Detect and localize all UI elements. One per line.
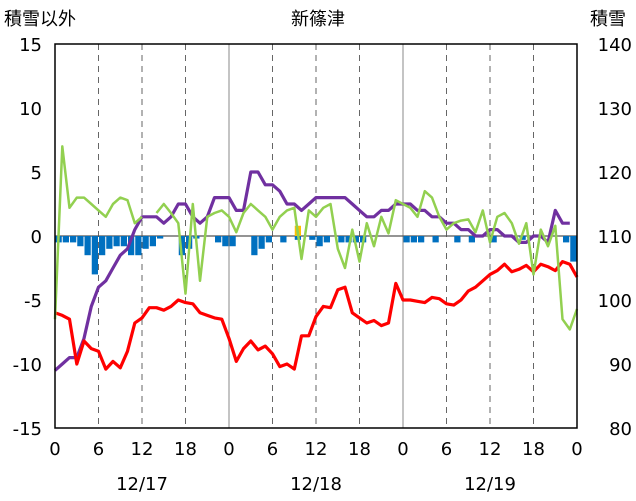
chart-title: 新篠津 bbox=[291, 9, 345, 30]
precip-bar bbox=[403, 236, 410, 243]
y-right-tick-label: 140 bbox=[598, 35, 632, 56]
x-tick-label: 6 bbox=[267, 439, 278, 460]
precip-bar bbox=[570, 236, 577, 262]
y-left-tick-label: 5 bbox=[31, 163, 42, 184]
precip-bar bbox=[309, 236, 316, 240]
date-label: 12/19 bbox=[464, 474, 516, 495]
x-tick-label: 18 bbox=[348, 439, 371, 460]
precip-bar bbox=[62, 236, 69, 243]
precip-bar bbox=[352, 236, 359, 243]
y-right-tick-label: 90 bbox=[609, 355, 632, 376]
precip-bar bbox=[316, 236, 323, 247]
precip-bar bbox=[106, 236, 113, 249]
precip-bar bbox=[418, 236, 425, 243]
precip-bar bbox=[113, 236, 120, 247]
precip-bar bbox=[120, 236, 127, 247]
x-tick-label: 0 bbox=[223, 439, 234, 460]
precip-bar bbox=[258, 236, 265, 249]
x-tick-label: 6 bbox=[441, 439, 452, 460]
precip-bar bbox=[157, 236, 164, 239]
x-tick-label: 12 bbox=[131, 439, 154, 460]
precip-bar bbox=[468, 236, 475, 243]
x-tick-label: 18 bbox=[174, 439, 197, 460]
temperature-line bbox=[54, 260, 579, 371]
precip-bar bbox=[84, 236, 91, 256]
series-lines bbox=[53, 145, 579, 372]
precip-bar bbox=[149, 236, 156, 247]
x-tick-label: 0 bbox=[397, 439, 408, 460]
wind-line bbox=[53, 145, 579, 331]
precip-bar bbox=[432, 236, 439, 243]
grid-lines bbox=[55, 44, 577, 428]
precip-bar bbox=[215, 236, 222, 243]
y-left-tick-label: 15 bbox=[19, 35, 42, 56]
x-tick-label: 18 bbox=[522, 439, 545, 460]
precip-bar bbox=[490, 236, 497, 243]
precip-bar bbox=[222, 236, 229, 247]
precip-bar bbox=[229, 236, 236, 247]
precip-bar bbox=[410, 236, 417, 243]
y-right-tick-label: 100 bbox=[598, 291, 632, 312]
y-left-axis-label: 積雪以外 bbox=[4, 9, 76, 30]
precip-bar bbox=[178, 236, 185, 256]
precip-bars bbox=[55, 225, 577, 275]
precip-bar bbox=[142, 236, 149, 249]
precip-bar bbox=[345, 236, 352, 243]
precip-bar bbox=[265, 236, 272, 243]
y-right-axis-label: 積雪 bbox=[590, 9, 626, 30]
precip-bar bbox=[454, 236, 461, 243]
date-label: 12/17 bbox=[116, 474, 168, 495]
y-right-tick-label: 130 bbox=[598, 99, 632, 120]
y-left-tick-label: 0 bbox=[31, 227, 42, 248]
precip-bar bbox=[77, 236, 84, 247]
y-left-tick-label: 10 bbox=[19, 99, 42, 120]
precip-bar bbox=[99, 236, 106, 256]
precip-bar bbox=[70, 236, 77, 243]
plot-frame bbox=[54, 43, 578, 429]
precip-bar bbox=[280, 236, 287, 243]
y-right-tick-label: 80 bbox=[609, 419, 632, 440]
precip-bar bbox=[135, 236, 142, 256]
y-left-tick-label: -10 bbox=[13, 355, 42, 376]
x-tick-label: 6 bbox=[93, 439, 104, 460]
precip-bar bbox=[251, 236, 258, 256]
snow_depth-line bbox=[53, 170, 570, 372]
y-left-tick-label: -15 bbox=[13, 419, 42, 440]
date-label: 12/18 bbox=[290, 474, 342, 495]
precip-bar bbox=[128, 236, 135, 256]
precip-bar bbox=[519, 236, 526, 240]
precip-bar bbox=[323, 236, 330, 243]
precip-bar bbox=[563, 236, 570, 243]
y-left-tick-label: -5 bbox=[24, 291, 42, 312]
y-right-tick-label: 110 bbox=[598, 227, 632, 248]
x-tick-label: 12 bbox=[479, 439, 502, 460]
x-tick-label: 0 bbox=[49, 439, 60, 460]
precip-bar bbox=[91, 236, 98, 275]
x-tick-label: 0 bbox=[571, 439, 582, 460]
x-tick-label: 12 bbox=[305, 439, 328, 460]
precip-bar bbox=[338, 236, 345, 243]
y-right-tick-label: 120 bbox=[598, 163, 632, 184]
